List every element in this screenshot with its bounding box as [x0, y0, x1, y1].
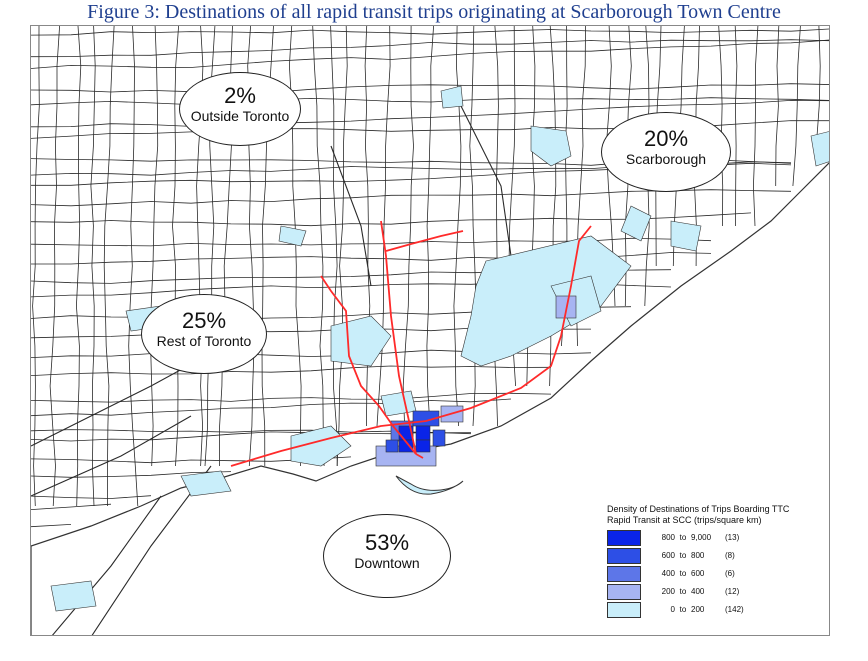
legend-low: 200	[661, 587, 675, 596]
legend-low: 600	[661, 551, 675, 560]
legend-row: 400 to 600 (6)	[607, 565, 817, 583]
legend-to: to	[679, 551, 687, 560]
legend-count: (12)	[725, 587, 740, 596]
legend-row: 200 to 400 (12)	[607, 583, 817, 601]
legend-title: Density of Destinations of Trips Boardin…	[607, 504, 817, 526]
density-zones-0-200	[50, 85, 829, 612]
legend-row: 0 to 200 (142)	[607, 601, 817, 619]
toronto-islands	[395, 475, 464, 495]
legend-title-line-1: Density of Destinations of Trips Boardin…	[607, 504, 790, 514]
region-percent: 2%	[224, 83, 256, 108]
region-bubble-rest-of-toronto: 25% Rest of Toronto	[141, 294, 267, 374]
legend-low: 800	[661, 533, 675, 542]
legend-swatch	[607, 548, 641, 564]
region-label: Rest of Toronto	[156, 333, 252, 349]
legend-to: to	[679, 587, 687, 596]
region-bubble-scarborough: 20% Scarborough	[601, 112, 731, 192]
legend-title-line-2: Rapid Transit at SCC (trips/square km)	[607, 515, 762, 525]
region-percent: 25%	[181, 308, 227, 333]
legend-count: (13)	[725, 533, 740, 542]
legend-swatch	[607, 584, 641, 600]
region-percent: 20%	[643, 126, 689, 151]
legend-low: 0	[670, 605, 675, 614]
legend-count: (142)	[725, 605, 744, 614]
legend-high: 200	[691, 605, 705, 614]
legend-range-label: 400 to 600 (6)	[645, 569, 755, 579]
legend-row: 600 to 800 (8)	[607, 547, 817, 565]
subway-lines	[230, 220, 592, 467]
region-label: Downtown	[354, 555, 420, 571]
legend-row: 800 to 9,000 (13)	[607, 529, 817, 547]
legend-to: to	[679, 533, 687, 542]
legend-count: (8)	[725, 551, 735, 560]
region-label: Scarborough	[625, 151, 707, 167]
legend-high: 600	[691, 569, 705, 578]
legend-low: 400	[661, 569, 675, 578]
legend-swatch	[607, 530, 641, 546]
region-bubble-downtown: 53% Downtown	[323, 514, 451, 598]
map[interactable]: 2% Outside Toronto 20% Scarborough 25% R…	[30, 25, 830, 636]
region-percent: 53%	[364, 530, 410, 555]
legend-to: to	[679, 569, 687, 578]
legend-to: to	[679, 605, 687, 614]
legend-high: 800	[691, 551, 705, 560]
density-zones-downtown	[375, 295, 577, 467]
map-legend: Density of Destinations of Trips Boardin…	[607, 504, 817, 624]
legend-swatch	[607, 566, 641, 582]
figure-title: Figure 3: Destinations of all rapid tran…	[87, 1, 781, 23]
region-label: Outside Toronto	[190, 108, 290, 124]
legend-range-label: 200 to 400 (12)	[645, 587, 755, 597]
legend-range-label: 800 to 9,000 (13)	[645, 533, 755, 543]
legend-high: 400	[691, 587, 705, 596]
legend-range-label: 600 to 800 (8)	[645, 551, 755, 561]
legend-range-label: 0 to 200 (142)	[645, 605, 755, 615]
legend-high: 9,000	[691, 533, 712, 542]
legend-count: (6)	[725, 569, 735, 578]
legend-swatch	[607, 602, 641, 618]
region-bubble-outside-toronto: 2% Outside Toronto	[179, 72, 301, 146]
legend-rows: 800 to 9,000 (13) 600 to 800 (8) 400 to 600 (6) 200 t…	[607, 529, 817, 619]
